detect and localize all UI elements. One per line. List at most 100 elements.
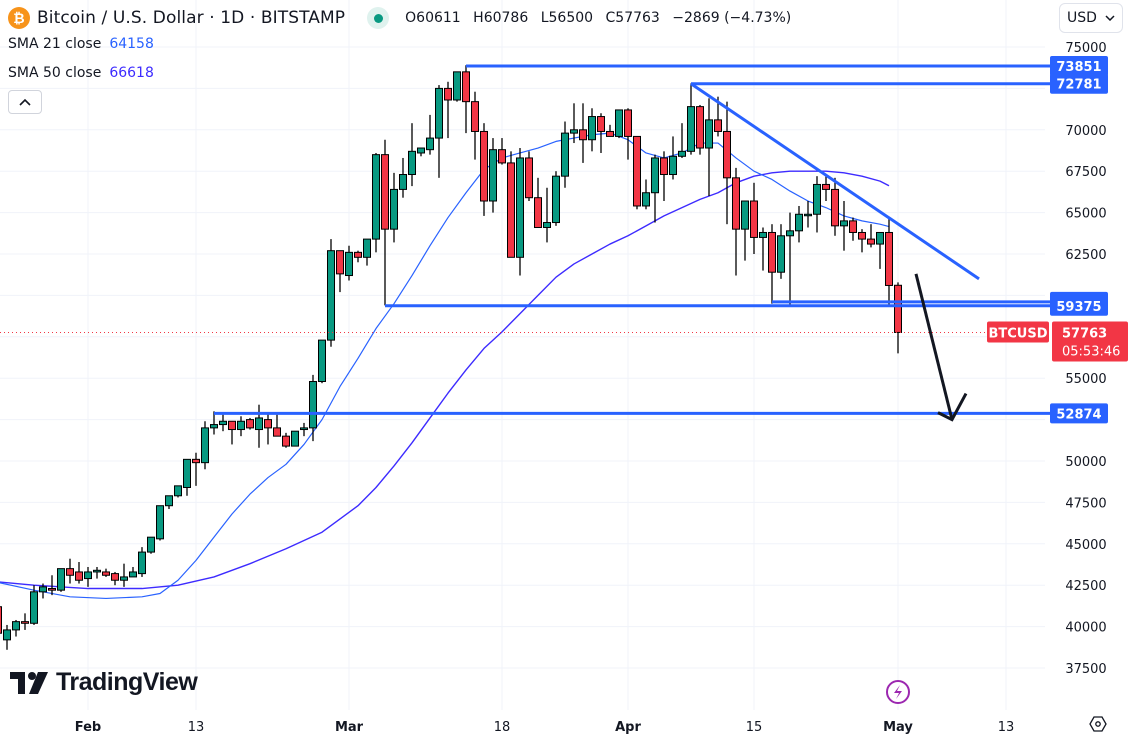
candle-body	[705, 119, 713, 149]
candle-body	[129, 571, 137, 578]
candle-down	[750, 182, 758, 254]
candle-down	[723, 101, 731, 225]
candle-down	[66, 558, 74, 584]
candle-body	[183, 458, 191, 488]
open-label: O	[405, 10, 417, 26]
currency-select[interactable]: USD	[1059, 3, 1123, 33]
candle-body	[552, 175, 560, 224]
trendline[interactable]	[690, 82, 980, 281]
candle-body	[858, 231, 866, 240]
candle-up	[3, 624, 11, 650]
candle-up	[615, 109, 623, 139]
indicator-sma21[interactable]: SMA 21 close 64158	[8, 30, 799, 59]
candle-down	[75, 562, 83, 584]
market-status-icon[interactable]	[367, 7, 390, 29]
indicator-value: 64158	[109, 36, 154, 52]
candle-body	[435, 87, 443, 139]
candle-body	[381, 154, 389, 230]
candle-body	[300, 427, 308, 431]
candle-body	[120, 576, 128, 581]
price-tag-countdown: 05:53:46	[1062, 344, 1120, 359]
candle-down	[885, 217, 893, 306]
high-value: 60786	[483, 10, 529, 26]
ohlc-values: O60611 H60786 L56500 C57763 −2869 (−4.73…	[405, 10, 799, 26]
candle-up	[30, 585, 38, 625]
price-axis-label: 65000	[1065, 207, 1106, 222]
candle-up	[651, 154, 659, 223]
candle-body	[282, 435, 290, 447]
candle-down	[849, 217, 857, 241]
candle-down	[507, 151, 515, 258]
candle-body	[174, 485, 182, 497]
candle-up	[237, 416, 245, 437]
price-axis[interactable]: 75000 70000 67500 65000 62500 55000 50000 47500…	[1065, 41, 1106, 677]
candle-up	[183, 458, 191, 496]
chart-settings-button[interactable]	[1089, 716, 1107, 736]
candle-body	[516, 157, 524, 258]
candle-body	[102, 571, 110, 576]
candle-body	[489, 149, 497, 202]
candle-body	[354, 251, 362, 258]
candle-up	[642, 179, 650, 210]
candle-down	[696, 104, 704, 155]
candle-body	[426, 137, 434, 151]
candle-up	[327, 239, 335, 347]
change-value: −2869 (−4.73%)	[672, 10, 792, 26]
price-axis-label: 75000	[1065, 41, 1106, 56]
candle-up	[57, 568, 65, 592]
candle-body	[588, 116, 596, 141]
candle-body	[453, 71, 461, 101]
time-axis[interactable]: Feb 13 Mar 18 Apr 15 May 13	[75, 720, 1015, 735]
lightning-event-icon[interactable]	[886, 680, 910, 704]
candle-body	[408, 150, 416, 176]
candle-up	[669, 136, 677, 180]
candle-down	[498, 138, 506, 165]
candle-up	[12, 619, 20, 637]
candle-up	[372, 152, 380, 253]
candle-body	[777, 235, 785, 273]
candle-body	[138, 551, 146, 575]
candle-body	[480, 130, 488, 202]
drawings[interactable]	[214, 64, 1050, 422]
candle-up	[678, 123, 686, 158]
arrow-head-icon	[937, 392, 968, 422]
candle-body	[57, 568, 65, 591]
collapse-legend-button[interactable]	[8, 90, 42, 114]
candle-body	[561, 132, 569, 177]
candle-down	[111, 571, 119, 586]
indicator-label: SMA 50 close	[8, 65, 102, 81]
level-tag-label: 73851	[1056, 60, 1101, 75]
candle-down	[534, 177, 542, 229]
candle-body	[444, 87, 452, 101]
high-label: H	[473, 10, 484, 26]
symbol-tag-label: BTCUSD	[988, 326, 1047, 341]
candle-up	[408, 123, 416, 187]
time-axis-label: 18	[494, 720, 511, 735]
candle-body	[813, 183, 821, 215]
candle-body	[714, 119, 722, 132]
tradingview-logo[interactable]: TradingView	[10, 668, 198, 697]
candle-down	[471, 91, 479, 160]
candle-up	[147, 536, 155, 554]
candle-up	[561, 121, 569, 188]
candle-body	[831, 188, 839, 227]
currency-value: USD	[1067, 10, 1097, 26]
time-axis-label: Feb	[75, 720, 101, 735]
candle-up	[210, 411, 218, 435]
down-arrow[interactable]	[914, 273, 954, 420]
candle-up	[759, 227, 767, 271]
candle-down	[273, 414, 281, 437]
candle-up	[588, 108, 596, 152]
candle-body	[12, 621, 20, 631]
candle-up	[138, 547, 146, 577]
symbol-title[interactable]: Bitcoin / U.S. Dollar · 1D · BITSTAMP	[37, 8, 346, 28]
candle-body	[291, 430, 299, 447]
indicator-sma50[interactable]: SMA 50 close 66618	[8, 59, 799, 88]
candle-body	[390, 188, 398, 230]
lightning-glyph	[894, 685, 902, 699]
candle-body	[795, 213, 803, 232]
candle-body	[723, 130, 731, 179]
level-price-tag: 73851	[1050, 56, 1108, 77]
candle-body	[39, 586, 47, 593]
